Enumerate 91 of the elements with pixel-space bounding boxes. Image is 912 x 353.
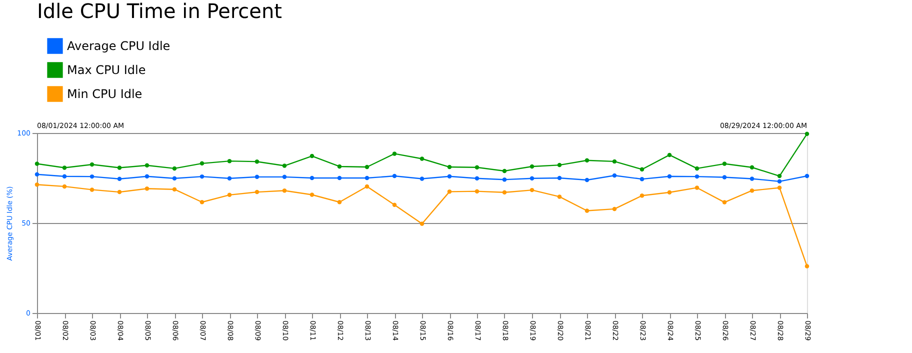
point: [62, 174, 67, 178]
point: [364, 164, 370, 170]
point: [90, 188, 94, 192]
point: [530, 164, 534, 169]
point: [777, 174, 782, 178]
point: [392, 202, 397, 207]
legend-label: Max CPU Idle: [67, 63, 146, 77]
point: [420, 222, 424, 226]
point: [667, 174, 672, 178]
point: [750, 165, 754, 170]
point: [144, 174, 150, 178]
point: [502, 168, 507, 174]
point: [172, 176, 177, 180]
point: [750, 176, 754, 181]
point: [612, 159, 617, 164]
point: [777, 186, 782, 190]
point: [612, 173, 617, 178]
point: [337, 176, 342, 180]
point: [694, 166, 700, 171]
point: [667, 152, 672, 158]
point: [447, 164, 452, 170]
point: [640, 176, 644, 182]
point: [420, 176, 424, 181]
point: [777, 179, 782, 184]
point: [117, 190, 122, 194]
point: [364, 184, 370, 189]
legend-label: Average CPU Idle: [67, 39, 170, 53]
point: [722, 162, 727, 166]
point: [34, 162, 40, 166]
point: [310, 154, 314, 158]
point: [227, 192, 232, 198]
point: [62, 184, 67, 189]
point: [62, 166, 67, 170]
point: [667, 190, 672, 195]
point: [90, 162, 94, 167]
point: [144, 163, 150, 168]
point: [172, 187, 177, 192]
point: [530, 176, 534, 180]
point: [337, 200, 342, 204]
point: [117, 176, 122, 182]
point: [282, 174, 287, 180]
point: [227, 158, 232, 164]
point: [254, 174, 260, 180]
point: [282, 164, 287, 168]
point: [694, 174, 700, 179]
point: [310, 176, 314, 180]
point: [90, 174, 94, 179]
point: [474, 165, 480, 170]
point: [447, 190, 452, 194]
point: [502, 190, 507, 195]
point: [474, 176, 480, 180]
point: [227, 176, 232, 180]
point: [200, 174, 204, 179]
point: [557, 176, 562, 180]
point: [584, 208, 590, 213]
point: [557, 162, 562, 168]
point: [804, 174, 810, 178]
point: [640, 167, 644, 172]
point: [750, 188, 754, 193]
point: [530, 188, 534, 192]
point: [364, 176, 370, 180]
point: [722, 175, 727, 180]
point: [502, 178, 507, 182]
point: [420, 156, 424, 161]
point: [254, 190, 260, 194]
point: [200, 161, 204, 166]
point: [392, 174, 397, 178]
point: [392, 152, 397, 156]
point: [804, 264, 810, 268]
point: [694, 186, 700, 190]
point: [474, 189, 480, 194]
point: [584, 178, 590, 182]
point: [612, 206, 617, 212]
point: [34, 182, 40, 187]
point: [144, 186, 150, 191]
point: [254, 160, 260, 164]
point: [557, 194, 562, 199]
point: [640, 194, 644, 198]
chart-title: Idle CPU Time in Percent: [37, 0, 282, 23]
point: [722, 200, 727, 204]
point: [282, 188, 287, 193]
point: [310, 192, 314, 197]
legend-label: Min CPU Idle: [67, 87, 142, 101]
point: [117, 166, 122, 170]
point: [200, 200, 204, 204]
point: [172, 166, 177, 171]
point: [34, 172, 40, 177]
point: [804, 132, 810, 136]
point: [447, 174, 452, 178]
point: [584, 158, 590, 162]
point: [337, 164, 342, 169]
